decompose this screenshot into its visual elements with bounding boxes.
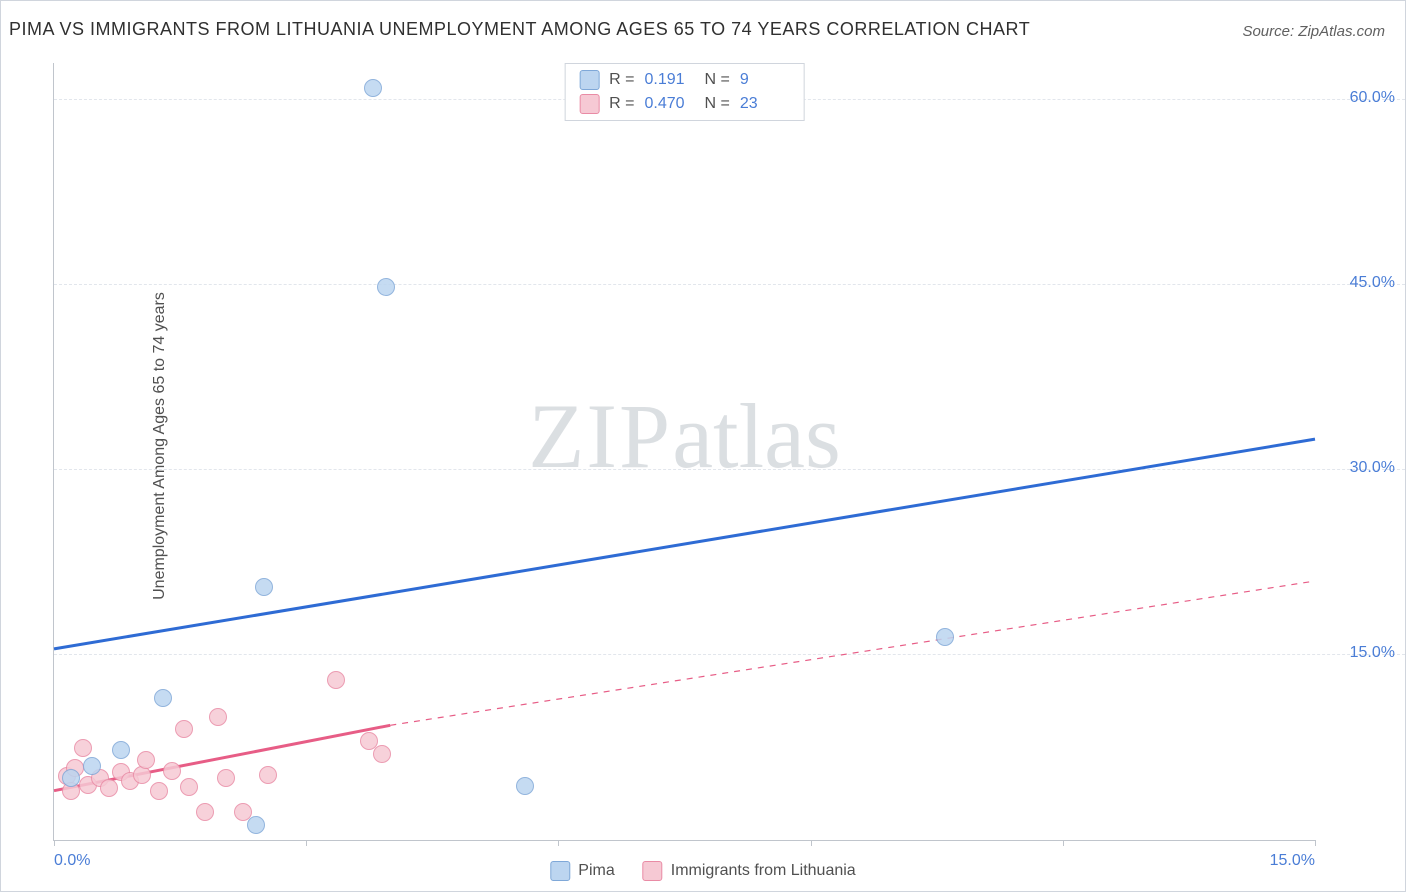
r-label: R = xyxy=(609,71,634,89)
data-point-pima xyxy=(112,741,130,759)
data-point-lithuania xyxy=(150,782,168,800)
x-tick xyxy=(1315,840,1316,846)
data-point-lithuania xyxy=(327,671,345,689)
trend-line xyxy=(390,581,1315,725)
x-tick xyxy=(1063,840,1064,846)
x-tick-label: 0.0% xyxy=(54,852,90,870)
x-tick xyxy=(306,840,307,846)
legend-row-pima: R = 0.191 N = 9 xyxy=(579,68,790,92)
legend-item-pima: Pima xyxy=(550,861,614,881)
legend-label-pima: Pima xyxy=(578,862,614,880)
x-tick xyxy=(811,840,812,846)
data-point-lithuania xyxy=(137,751,155,769)
n-value-pima: 9 xyxy=(740,71,790,89)
y-tick-label: 30.0% xyxy=(1350,459,1395,477)
data-point-lithuania xyxy=(196,803,214,821)
x-tick xyxy=(54,840,55,846)
x-tick-label: 15.0% xyxy=(1270,852,1315,870)
r-value-lithuania: 0.470 xyxy=(645,95,695,113)
data-point-lithuania xyxy=(163,762,181,780)
legend-row-lithuania: R = 0.470 N = 23 xyxy=(579,92,790,116)
legend-series: Pima Immigrants from Lithuania xyxy=(550,861,855,881)
legend-swatch-pima xyxy=(579,70,599,90)
data-point-lithuania xyxy=(373,745,391,763)
data-point-pima xyxy=(377,278,395,296)
data-point-lithuania xyxy=(175,720,193,738)
n-value-lithuania: 23 xyxy=(740,95,790,113)
plot-area: ZIPatlas R = 0.191 N = 9 R = 0.470 N = 2… xyxy=(53,63,1315,841)
data-point-lithuania xyxy=(259,766,277,784)
legend-swatch-lithuania xyxy=(579,94,599,114)
r-value-pima: 0.191 xyxy=(645,71,695,89)
data-point-pima xyxy=(247,816,265,834)
legend-correlation: R = 0.191 N = 9 R = 0.470 N = 23 xyxy=(564,63,805,121)
data-point-pima xyxy=(255,578,273,596)
legend-swatch-icon xyxy=(550,861,570,881)
legend-label-lithuania: Immigrants from Lithuania xyxy=(671,862,856,880)
data-point-pima xyxy=(516,777,534,795)
x-tick xyxy=(558,840,559,846)
n-label: N = xyxy=(705,71,730,89)
y-tick-label: 45.0% xyxy=(1350,274,1395,292)
data-point-pima xyxy=(936,628,954,646)
data-point-pima xyxy=(364,79,382,97)
trend-lines xyxy=(54,63,1315,840)
data-point-lithuania xyxy=(100,779,118,797)
source-label: Source: ZipAtlas.com xyxy=(1242,23,1385,40)
data-point-lithuania xyxy=(74,739,92,757)
chart-title: PIMA VS IMMIGRANTS FROM LITHUANIA UNEMPL… xyxy=(9,19,1030,40)
data-point-pima xyxy=(154,689,172,707)
data-point-pima xyxy=(83,757,101,775)
n-label: N = xyxy=(705,95,730,113)
data-point-pima xyxy=(62,769,80,787)
y-tick-label: 60.0% xyxy=(1350,89,1395,107)
y-tick-label: 15.0% xyxy=(1350,644,1395,662)
chart-container: PIMA VS IMMIGRANTS FROM LITHUANIA UNEMPL… xyxy=(0,0,1406,892)
legend-swatch-icon xyxy=(643,861,663,881)
data-point-lithuania xyxy=(209,708,227,726)
data-point-lithuania xyxy=(217,769,235,787)
r-label: R = xyxy=(609,95,634,113)
trend-line xyxy=(54,439,1315,649)
legend-item-lithuania: Immigrants from Lithuania xyxy=(643,861,856,881)
data-point-lithuania xyxy=(180,778,198,796)
